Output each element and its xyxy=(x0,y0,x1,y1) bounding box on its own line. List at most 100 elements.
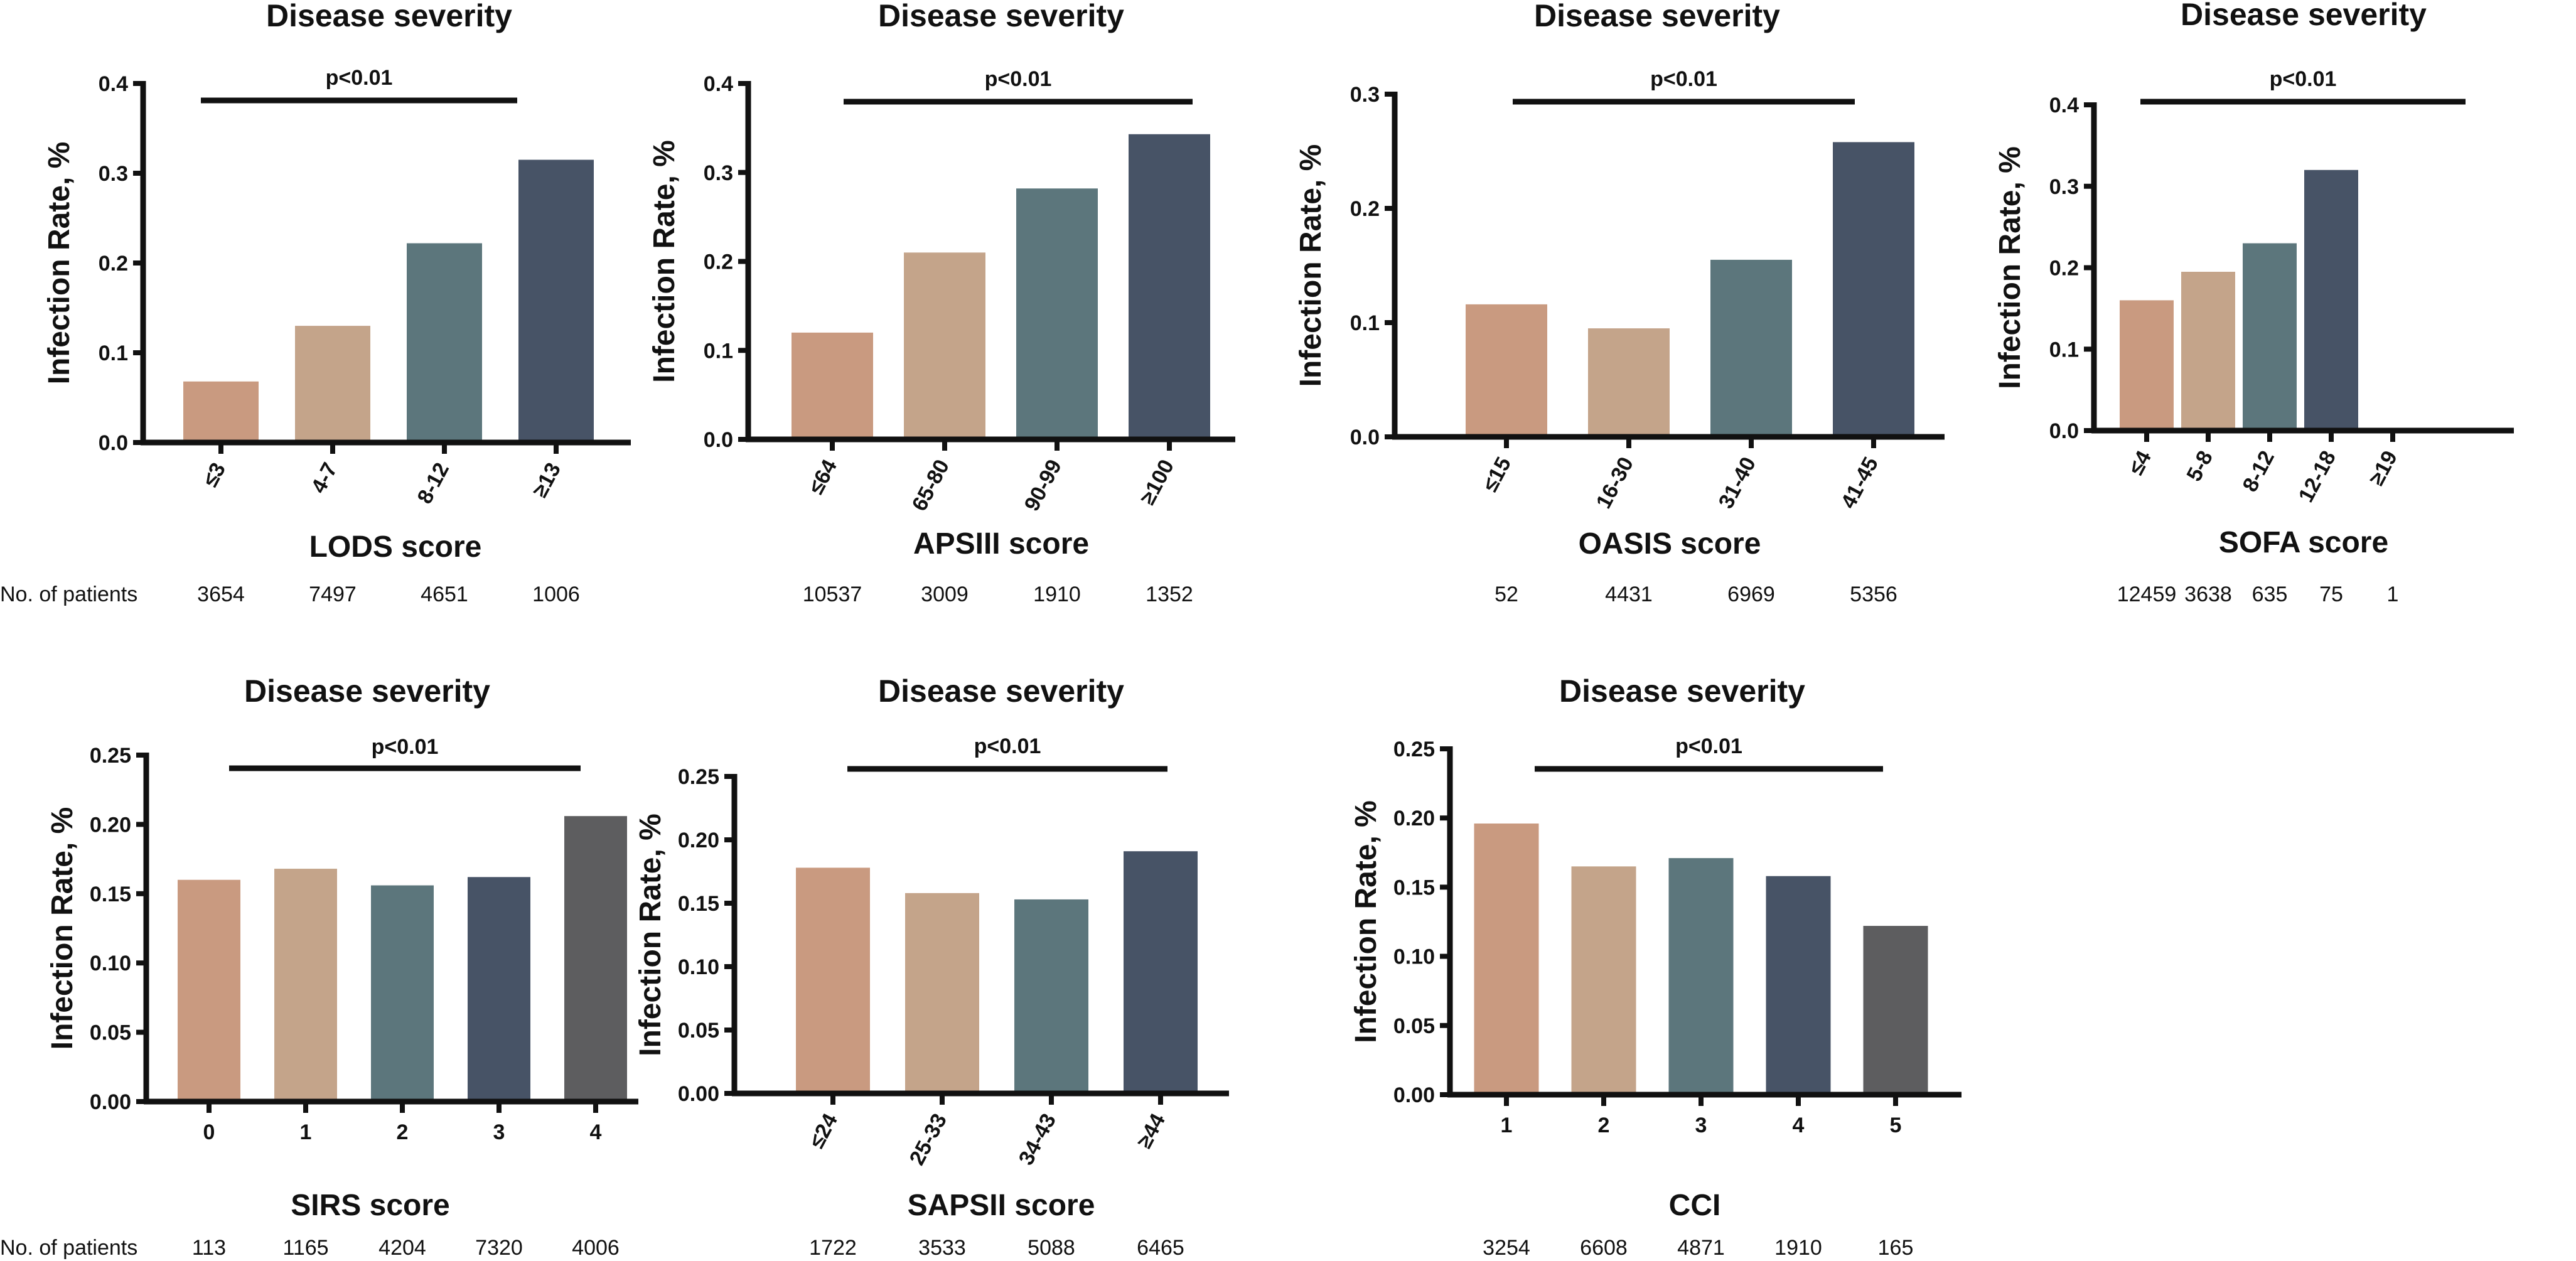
patient-count: 4871 xyxy=(1677,1236,1725,1260)
x-tick-label: 8-12 xyxy=(2238,447,2280,496)
y-tick-label: 0.25 xyxy=(678,765,719,789)
bar-3 xyxy=(1016,188,1098,439)
patient-count: 1 xyxy=(2387,582,2399,606)
patient-count: 3254 xyxy=(1483,1236,1530,1260)
patient-count: 10537 xyxy=(803,582,862,606)
y-tick-label: 0.00 xyxy=(678,1082,719,1106)
patients-row-label: No. of patients xyxy=(0,1236,137,1260)
patient-count: 75 xyxy=(2319,582,2343,606)
bar-3 xyxy=(407,243,482,443)
bar-4 xyxy=(468,877,530,1102)
significance-label: p<0.01 xyxy=(1675,734,1742,758)
chart-title: Disease severity xyxy=(878,0,1124,33)
patient-count: 3654 xyxy=(197,582,245,606)
x-axis-label: SAPSII score xyxy=(908,1189,1095,1222)
patient-count: 7320 xyxy=(475,1236,523,1260)
x-tick-label: 5-8 xyxy=(2182,447,2218,485)
patient-count: 3638 xyxy=(2184,582,2232,606)
patient-count: 52 xyxy=(1495,582,1518,606)
y-axis-label: Infection Rate, % xyxy=(46,807,79,1050)
x-tick-label: ≤4 xyxy=(2124,447,2156,479)
bar-5 xyxy=(1863,926,1928,1095)
x-tick-label: 16-30 xyxy=(1592,453,1638,513)
y-tick-label: 0.05 xyxy=(1393,1014,1435,1038)
y-tick-label: 0.0 xyxy=(1350,426,1380,449)
bar-4 xyxy=(1833,142,1914,437)
significance-label: p<0.01 xyxy=(1650,67,1717,91)
y-tick-label: 0.2 xyxy=(2049,257,2079,281)
y-tick-label: 0.3 xyxy=(2049,175,2079,199)
bar-2 xyxy=(1588,328,1670,437)
chart-title: Disease severity xyxy=(2181,0,2427,32)
bar-2 xyxy=(1571,866,1636,1095)
bar-2 xyxy=(904,252,985,439)
bar-3 xyxy=(1710,259,1792,437)
x-tick-label: ≤3 xyxy=(198,459,230,491)
y-axis-label: Infection Rate, % xyxy=(43,142,76,385)
x-tick-label: 1 xyxy=(1501,1113,1513,1137)
x-tick-label: ≤15 xyxy=(1478,453,1516,496)
x-tick-label: 34-43 xyxy=(1014,1110,1061,1169)
patients-row-label: No. of patients xyxy=(0,582,137,606)
patient-count: 6969 xyxy=(1727,582,1775,606)
bar-4 xyxy=(518,159,594,443)
patient-count: 7497 xyxy=(309,582,357,606)
y-tick-label: 0.3 xyxy=(99,162,128,186)
y-tick-label: 0.10 xyxy=(1393,945,1435,969)
y-tick-label: 0.4 xyxy=(99,72,128,96)
x-axis-label: OASIS score xyxy=(1579,527,1761,561)
patient-count: 5356 xyxy=(1850,582,1897,606)
bar-4 xyxy=(1766,876,1831,1095)
x-tick-label: 2 xyxy=(397,1120,409,1144)
y-axis-label: Infection Rate, % xyxy=(634,813,667,1056)
y-tick-label: 0.00 xyxy=(1393,1083,1435,1107)
chart-title: Disease severity xyxy=(1534,0,1780,33)
y-tick-label: 0.1 xyxy=(99,341,128,365)
bar-4 xyxy=(1129,134,1210,440)
patient-count: 1006 xyxy=(532,582,580,606)
patient-count: 5088 xyxy=(1028,1236,1075,1260)
y-tick-label: 0.05 xyxy=(678,1019,719,1043)
y-tick-label: 0.15 xyxy=(678,892,719,916)
y-tick-label: 0.20 xyxy=(90,813,131,837)
y-tick-label: 0.2 xyxy=(704,250,733,274)
chart-title: Disease severity xyxy=(244,673,490,709)
bar-1 xyxy=(796,867,870,1093)
y-tick-label: 0.15 xyxy=(90,883,131,906)
y-tick-label: 0.2 xyxy=(1350,197,1380,221)
y-tick-label: 0.10 xyxy=(678,955,719,979)
x-axis-label: LODS score xyxy=(309,530,482,564)
y-tick-label: 0.3 xyxy=(704,161,733,185)
chart-panel-5: Disease severity Infection Rate, % 0.00 0.0… xyxy=(0,673,638,1260)
x-tick-label: 90-99 xyxy=(1020,456,1066,515)
significance-label: p<0.01 xyxy=(985,67,1052,91)
patient-count: 12459 xyxy=(2117,582,2177,606)
y-tick-label: 0.2 xyxy=(99,252,128,276)
significance-label: p<0.01 xyxy=(2270,67,2337,91)
y-tick-label: 0.10 xyxy=(90,952,131,975)
chart-panel-3: Disease severity Infection Rate, % 0.0 0.1 0… xyxy=(1294,0,1945,606)
chart-title: Disease severity xyxy=(266,0,512,33)
patient-count: 3009 xyxy=(921,582,969,606)
y-tick-label: 0.4 xyxy=(2049,94,2079,117)
x-tick-label: 31-40 xyxy=(1714,453,1761,513)
significance-label: p<0.01 xyxy=(974,734,1041,758)
patient-count: 6465 xyxy=(1137,1236,1184,1260)
y-tick-label: 0.1 xyxy=(704,339,733,363)
y-tick-label: 0.3 xyxy=(1350,83,1380,107)
x-tick-label: 4 xyxy=(590,1120,602,1144)
x-axis-label: APSIII score xyxy=(913,527,1089,561)
patient-count: 4204 xyxy=(378,1236,426,1260)
bar-2 xyxy=(905,893,979,1093)
x-tick-label: 4-7 xyxy=(306,459,342,497)
x-tick-label: ≥100 xyxy=(1135,456,1179,508)
y-tick-label: 0.20 xyxy=(678,829,719,852)
x-tick-label: 8-12 xyxy=(413,459,454,508)
x-tick-label: 3 xyxy=(1695,1113,1707,1137)
chart-panel-6: Disease severity Infection Rate, % 0.00 0.0… xyxy=(634,673,1229,1260)
y-tick-label: 0.15 xyxy=(1393,876,1435,899)
y-tick-label: 0.4 xyxy=(704,72,733,96)
chart-title: Disease severity xyxy=(878,673,1124,709)
x-tick-label: 41-45 xyxy=(1837,453,1883,513)
